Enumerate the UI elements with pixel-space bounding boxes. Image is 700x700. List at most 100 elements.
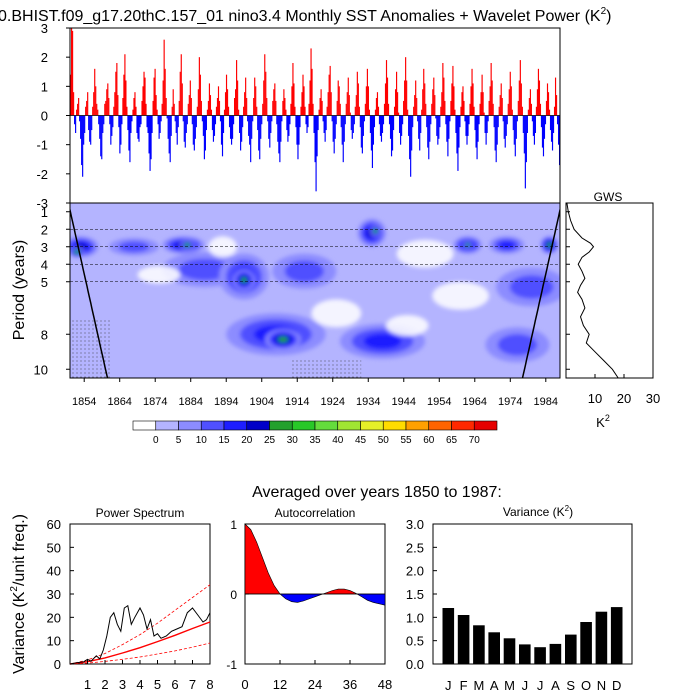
wavelet-power-contour [277,336,289,343]
anomaly-bar [400,115,402,145]
anomaly-bar [502,115,504,122]
colorbar-label: 70 [469,435,481,446]
wavelet-x-tick-label: 1914 [285,396,309,408]
anomaly-bar [360,115,362,148]
autocorrelation-y-axis: 1 0 -1 [226,518,249,672]
anomaly-bar [149,115,151,171]
anomaly-bar [304,106,306,116]
anomaly-bar [281,115,283,122]
anomaly-y-tick-label: 2 [41,50,48,65]
autocorrelation-positive-area [322,588,359,595]
wavelet-power-contour [284,260,324,283]
anomaly-bar [203,115,205,160]
colorbar-swatch [428,420,452,431]
anomaly-bar [176,115,178,145]
autocorrelation-negative-area [279,593,323,603]
anomaly-bar [435,115,437,119]
anomaly-bar [412,115,414,128]
anomaly-bar [399,115,401,133]
anomaly-bar [478,115,480,125]
wavelet-x-tick-label: 1884 [178,396,202,408]
anomaly-bar [186,115,188,125]
anomaly-bar [90,115,92,145]
anomaly-bar [543,115,546,139]
colorbar-swatch [132,420,157,431]
anomaly-bar [427,115,429,148]
power-spectrum-y-tick-label: 60 [47,517,61,532]
anomaly-bar [274,83,276,116]
gws-x-axis: 10 20 30 [588,374,660,406]
anomaly-bar [286,115,288,131]
anomaly-bar [204,115,206,151]
anomaly-bar [496,115,498,145]
colorbar-swatch [405,420,430,431]
anomaly-bar [365,86,367,116]
anomaly-bar [540,115,543,128]
anomaly-bar [109,115,111,125]
wavelet-power-contour [509,275,554,299]
anomaly-bar [225,74,228,116]
gws-title: GWS [594,190,623,204]
anomaly-bar [151,115,153,133]
wavelet-power-contour [498,241,515,249]
anomaly-bar [371,115,374,168]
anomaly-bar [95,86,97,116]
wavelet-reference-lines [70,228,560,283]
anomaly-bar [462,86,464,116]
colorbar-label: 60 [423,435,435,446]
variance-x-tick-label: M [474,678,485,693]
anomaly-bar [275,100,277,116]
colorbar-label: 20 [241,435,253,446]
wavelet-x-tick-label: 1864 [107,396,131,408]
variance-x-tick-label: S [566,678,575,693]
anomaly-bar [454,109,456,116]
anomaly-bar [290,103,292,116]
anomaly-bar [282,100,284,116]
anomaly-bar [414,95,416,116]
anomaly-bar [259,115,261,160]
anomaly-bar [322,115,324,122]
anomaly-bar [342,115,344,163]
colorbar-swatch [223,420,248,431]
anomaly-bar [477,115,479,142]
anomaly-bar [521,106,523,116]
anomaly-bar [300,106,302,116]
anomaly-bar [137,115,139,139]
anomaly-bar [359,115,361,128]
red-noise-upper-line [69,584,211,665]
anomaly-bar [93,92,95,116]
anomaly-y-tick-label: -2 [36,167,48,182]
anomaly-bar [76,109,78,116]
anomaly-bar [552,115,555,133]
power-spectrum-frame [69,523,211,665]
anomaly-bar [368,109,370,116]
anomaly-bar [248,115,250,136]
anomaly-bar [200,100,202,116]
anomaly-bar [117,95,119,116]
anomaly-bar [312,103,314,116]
anomaly-bar [424,83,426,116]
anomaly-bar [315,115,317,192]
anomaly-bar [185,115,187,133]
anomaly-bar [192,115,194,145]
anomaly-bar [288,115,290,136]
anomaly-y-tick-label: 0 [41,109,48,124]
colorbar-label: 5 [176,435,182,446]
anomaly-bar [256,106,258,116]
variance-bar [534,647,546,664]
anomaly-bar [447,115,449,157]
anomaly-bar [135,106,137,116]
anomaly-bar [558,115,560,166]
variance-bar [549,643,562,664]
anomaly-bar [128,115,130,151]
anomaly-bar [493,115,495,128]
anomaly-y-axis: 3 2 1 0 -1 -2 -3 [36,21,70,211]
wavelet-plot-frame [69,202,561,379]
anomaly-bar [379,115,382,136]
anomaly-bar [523,115,525,154]
anomaly-bar [337,80,339,116]
anomaly-bar [83,115,85,145]
anomaly-bar [316,115,318,157]
gws-plot-frame [565,202,654,379]
anomaly-bar [509,71,511,116]
